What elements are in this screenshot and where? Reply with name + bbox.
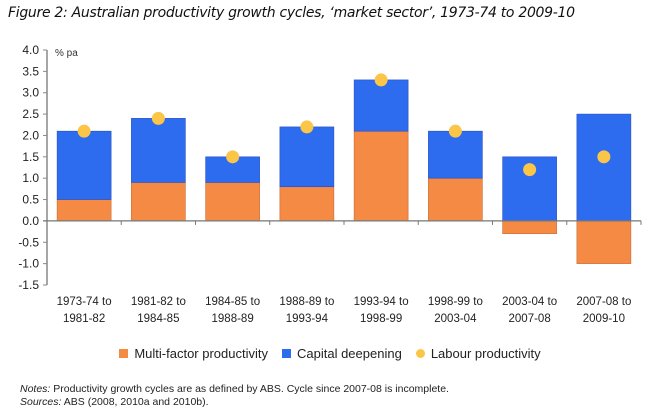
bar-multi-factor-productivity [502,220,557,235]
y-tick-label: 3.0 [22,86,39,100]
x-category-label: 2003-04 [434,313,477,325]
bar-capital-deepening [353,79,409,132]
x-category-label: 1973-74 to [57,296,112,308]
bar-multi-factor-productivity [131,182,186,222]
legend-label-labour: Labour productivity [430,346,541,361]
bar-multi-factor-productivity [428,177,483,222]
notes-label: Notes: [20,383,51,395]
marker-labour-productivity [523,163,537,177]
legend-item-labour: Labour productivity [415,346,541,361]
bar-multi-factor-productivity [205,182,260,222]
x-category-label: 1998-99 [360,313,402,325]
legend-label-capital: Capital deepening [297,346,402,361]
marker-labour-productivity [374,73,388,87]
bar-multi-factor-productivity [353,130,409,222]
y-tick-label: 0.5 [22,193,39,207]
legend-label-mfp: Multi-factor productivity [134,346,268,361]
x-category-label: 1998-99 to [428,296,483,308]
legend-item-mfp: Multi-factor productivity [119,346,268,361]
bar-capital-deepening [279,126,335,188]
marker-labour-productivity [226,150,240,164]
y-tick-label: 1.5 [22,150,39,164]
y-tick-label: 2.0 [22,128,39,142]
y-tick-label: -1.5 [18,278,39,292]
x-category-label: 2007-08 to [576,296,631,308]
footnotes: Notes: Productivity growth cycles are as… [20,383,449,409]
bar-capital-deepening [56,130,112,200]
x-category-label: 1981-82 to [131,296,186,308]
y-tick-label: -1.0 [18,257,39,271]
notes-line: Notes: Productivity growth cycles are as… [20,383,449,396]
legend-item-capital: Capital deepening [282,346,402,361]
marker-labour-productivity [77,124,91,138]
x-category-label: 2003-04 to [502,296,557,308]
marker-labour-productivity [597,150,611,164]
y-tick-label: 0.0 [22,214,39,228]
y-tick-label: 3.5 [22,64,39,78]
notes-text: Productivity growth cycles are as define… [50,383,449,395]
x-category-label: 1988-89 [212,313,254,325]
stacked-bar-chart: 4.0 3.5 3.0 2.5 2.0 1.5 1.0 0.5 0.0 -0.5 -1.0 -1.5%… [18,43,642,325]
marker-labour-productivity [448,124,462,138]
bar-multi-factor-productivity [576,220,632,264]
legend-swatch-labour [415,349,425,358]
marker-labour-productivity [300,120,314,134]
sources-text: ABS (2008, 2010a and 2010b). [61,396,209,408]
bar-capital-deepening [131,118,186,183]
y-unit-label: % pa [55,48,78,59]
y-tick-label: 1.0 [22,171,39,185]
x-category-label: 1984-85 [137,313,179,325]
sources-label: Sources: [20,396,62,408]
x-category-label: 2007-08 [509,313,551,325]
y-tick-label: 2.5 [22,107,39,121]
x-category-label: 2009-10 [583,313,625,325]
x-category-label: 1993-94 [286,313,329,325]
sources-line: Sources: ABS (2008, 2010a and 2010b). [20,396,449,409]
bar-multi-factor-productivity [56,199,112,222]
x-category-label: 1984-85 to [205,296,260,308]
marker-labour-productivity [151,111,165,125]
legend-swatch-capital [282,349,291,358]
legend: Multi-factor productivity Capital deepen… [0,346,660,361]
bar-capital-deepening [428,130,483,179]
x-category-label: 1988-89 to [279,296,334,308]
legend-swatch-mfp [119,349,129,358]
figure-title: Figure 2: Australian productivity growth… [8,5,575,21]
x-category-label: 1981-82 [63,313,105,325]
x-category-label: 1993-94 to [354,296,409,308]
bar-capital-deepening [576,113,632,222]
y-tick-label: -0.5 [18,235,39,249]
bar-multi-factor-productivity [279,186,335,222]
y-tick-label: 4.0 [22,43,39,57]
